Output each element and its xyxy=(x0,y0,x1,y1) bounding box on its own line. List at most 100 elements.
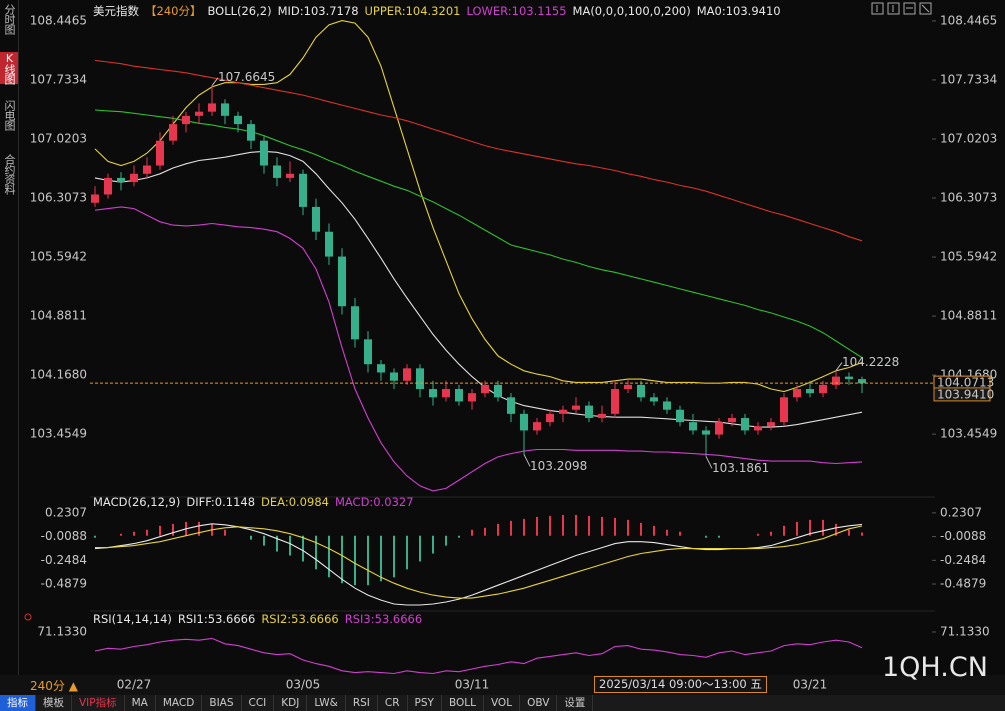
settings-icon[interactable] xyxy=(24,613,32,621)
sidebar-tab[interactable]: 闪电图 xyxy=(3,100,16,130)
y-tick-label: 104.8811 xyxy=(30,309,87,323)
candle-body xyxy=(767,422,775,427)
y-tick-label-right: -0.2484 xyxy=(940,553,986,567)
annotation-pointer xyxy=(705,456,713,469)
indicator-line xyxy=(94,150,863,428)
candle-body xyxy=(351,306,359,340)
candle-body xyxy=(221,103,229,116)
x-tick-label: 03/11 xyxy=(455,678,490,692)
candle-body xyxy=(858,379,866,384)
toolbar-button[interactable]: LW& xyxy=(307,695,346,711)
y-tick-label-right: 108.4465 xyxy=(940,13,997,27)
y-tick-label-right: -0.0088 xyxy=(940,529,986,543)
x-tick-label: 03/21 xyxy=(793,678,828,692)
candle-body xyxy=(481,384,489,394)
sidebar-tab[interactable]: 合约资料 xyxy=(3,154,16,194)
legend-item: DEA:0.0984 xyxy=(261,495,329,509)
candle-body xyxy=(663,401,671,410)
toolbar-button[interactable]: 指标 xyxy=(0,695,36,711)
toolbar-button[interactable]: RSI xyxy=(346,695,378,711)
candle-body xyxy=(572,405,580,410)
sidebar-divider xyxy=(18,0,19,695)
toolbar-icons[interactable] xyxy=(871,2,932,15)
candle-body xyxy=(806,389,814,394)
y-tick-label: 108.4465 xyxy=(30,13,87,27)
toolbar-button[interactable]: BIAS xyxy=(202,695,242,711)
sidebar-tab[interactable]: 分时图 xyxy=(3,4,16,34)
ma0-box xyxy=(933,387,991,402)
legend-item: 【240分】 xyxy=(145,4,202,18)
toolbar-button[interactable]: VOL xyxy=(484,695,521,711)
candle-body xyxy=(728,418,736,423)
candle-body xyxy=(468,393,476,402)
x-tick-label: 03/05 xyxy=(286,678,321,692)
toolbar-button[interactable]: MA xyxy=(125,695,156,711)
candle-body xyxy=(494,384,502,398)
candle-body xyxy=(611,389,619,414)
y-tick-label: -0.2484 xyxy=(41,553,87,567)
y-tick-label-right: -0.4879 xyxy=(940,577,986,591)
y-tick-label: 107.0203 xyxy=(30,131,87,145)
toolbar-button[interactable]: CR xyxy=(378,695,408,711)
macd-line xyxy=(95,525,863,599)
indicator-line xyxy=(94,206,863,492)
toolbar-button[interactable]: 模板 xyxy=(36,695,72,711)
legend-item: LOWER:103.1155 xyxy=(466,4,567,18)
indicator-line xyxy=(94,59,863,242)
candle-body xyxy=(312,206,320,232)
legend-item: RSI(14,14,14) xyxy=(93,612,172,626)
legend-item: RSI3:53.6666 xyxy=(344,612,423,626)
annotation-pointer xyxy=(835,362,843,371)
candle-body xyxy=(598,413,606,419)
candle-body xyxy=(234,115,242,125)
toolbar: 指标 模板 VIP指标 MA MACD BIAS CCI KDJ LW& RSI CR PSY BOLL… xyxy=(0,695,1005,711)
annotation-pointer xyxy=(523,454,531,467)
candle-body xyxy=(117,177,125,183)
annotation-label: 107.6645 xyxy=(218,70,275,84)
y-tick-label-right: 107.0203 xyxy=(940,131,997,145)
candle-body xyxy=(780,397,788,423)
macd-legend: MACD(26,12,9) DIFF:0.1148 DEA:0.0984 MACD:0… xyxy=(93,495,414,509)
indicator-line xyxy=(94,109,863,359)
toolbar-button[interactable]: MACD xyxy=(156,695,203,711)
toolbar-button[interactable]: CCI xyxy=(242,695,275,711)
y-tick-label-right: 103.4549 xyxy=(940,427,997,441)
candle-body xyxy=(689,422,697,431)
candle-body xyxy=(533,422,541,431)
candle-body xyxy=(741,418,749,431)
legend-item: BOLL(26,2) xyxy=(207,4,272,18)
toolbar-button[interactable]: 设置 xyxy=(557,695,594,711)
toolbar-button[interactable]: KDJ xyxy=(274,695,308,711)
y-tick-label: -0.4879 xyxy=(41,577,87,591)
indicator-line xyxy=(94,20,863,393)
toolbar-button[interactable]: PSY xyxy=(408,695,442,711)
legend-item: DIFF:0.1148 xyxy=(186,495,256,509)
candle-body xyxy=(676,409,684,423)
toolbar-button[interactable]: OBV xyxy=(520,695,558,711)
candle-body xyxy=(429,389,437,398)
sidebar-tab[interactable]: K线图 xyxy=(0,52,18,84)
candle-body xyxy=(416,368,424,390)
candle-body xyxy=(91,194,99,203)
candle-body xyxy=(702,430,710,435)
candle-body xyxy=(338,256,346,307)
x-tick-label: 02/27 xyxy=(117,678,152,692)
timeframe-selector[interactable]: 240分 ▲ xyxy=(30,679,78,693)
candle-body xyxy=(208,103,216,112)
annotation-label: 103.2098 xyxy=(530,459,587,473)
toolbar-button[interactable]: VIP指标 xyxy=(72,695,125,711)
candle-body xyxy=(624,384,632,390)
candle-body xyxy=(403,368,411,381)
toolbar-button[interactable]: BOLL xyxy=(442,695,484,711)
legend-item: UPPER:104.3201 xyxy=(364,4,461,18)
candle-body xyxy=(273,165,281,178)
legend-item: RSI1:53.6666 xyxy=(177,612,256,626)
candle-body xyxy=(169,124,177,141)
y-tick-label-right: 107.7334 xyxy=(940,72,997,86)
y-tick-label: 105.5942 xyxy=(30,250,87,264)
candle-body xyxy=(585,405,593,419)
y-tick-label: 106.3073 xyxy=(30,191,87,205)
candle-body xyxy=(507,397,515,414)
